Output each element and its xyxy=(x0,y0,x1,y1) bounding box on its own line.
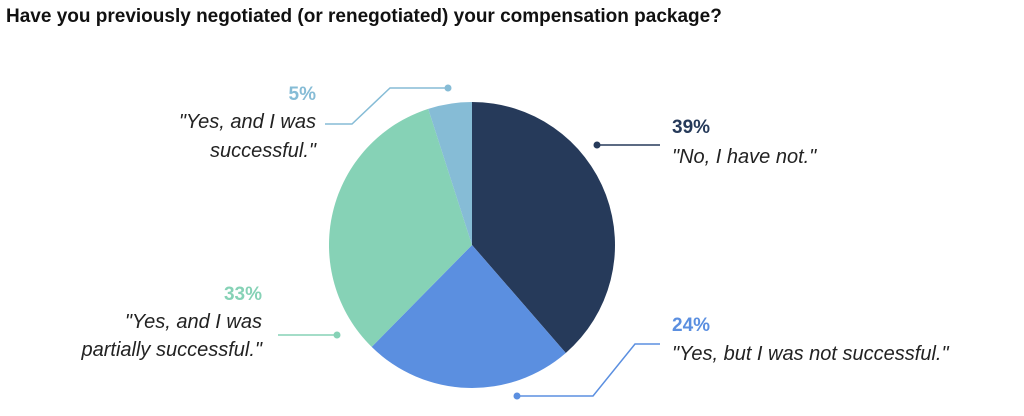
percent-label-1: 24% xyxy=(672,315,710,336)
percent-label-3: 5% xyxy=(289,84,317,105)
pie-slice-0 xyxy=(472,102,616,353)
chart-title: Have you previously negotiated (or reneg… xyxy=(6,6,722,27)
slice-label-3-line-0: "Yes, and I was xyxy=(179,111,316,133)
callout-dot-1 xyxy=(513,392,521,400)
slice-label-2-line-0: "Yes, and I was xyxy=(125,311,262,333)
slice-label-0: "No, I have not." xyxy=(672,146,817,168)
callout-dot-3 xyxy=(444,84,452,92)
slice-label-1: "Yes, but I was not successful." xyxy=(672,343,949,365)
pie-slice-1 xyxy=(371,245,566,389)
percent-label-0: 39% xyxy=(672,117,710,138)
pie-slice-3 xyxy=(428,102,472,245)
percent-label-2: 33% xyxy=(224,284,262,305)
callout-line-1 xyxy=(517,343,660,397)
callout-dot-2 xyxy=(333,331,341,339)
slice-label-2-line-1: partially successful." xyxy=(81,339,263,361)
pie-slice-2 xyxy=(328,108,472,347)
slice-label-3-line-1: successful." xyxy=(210,140,317,162)
callout-dot-0 xyxy=(593,141,601,149)
callout-line-3 xyxy=(325,87,448,125)
